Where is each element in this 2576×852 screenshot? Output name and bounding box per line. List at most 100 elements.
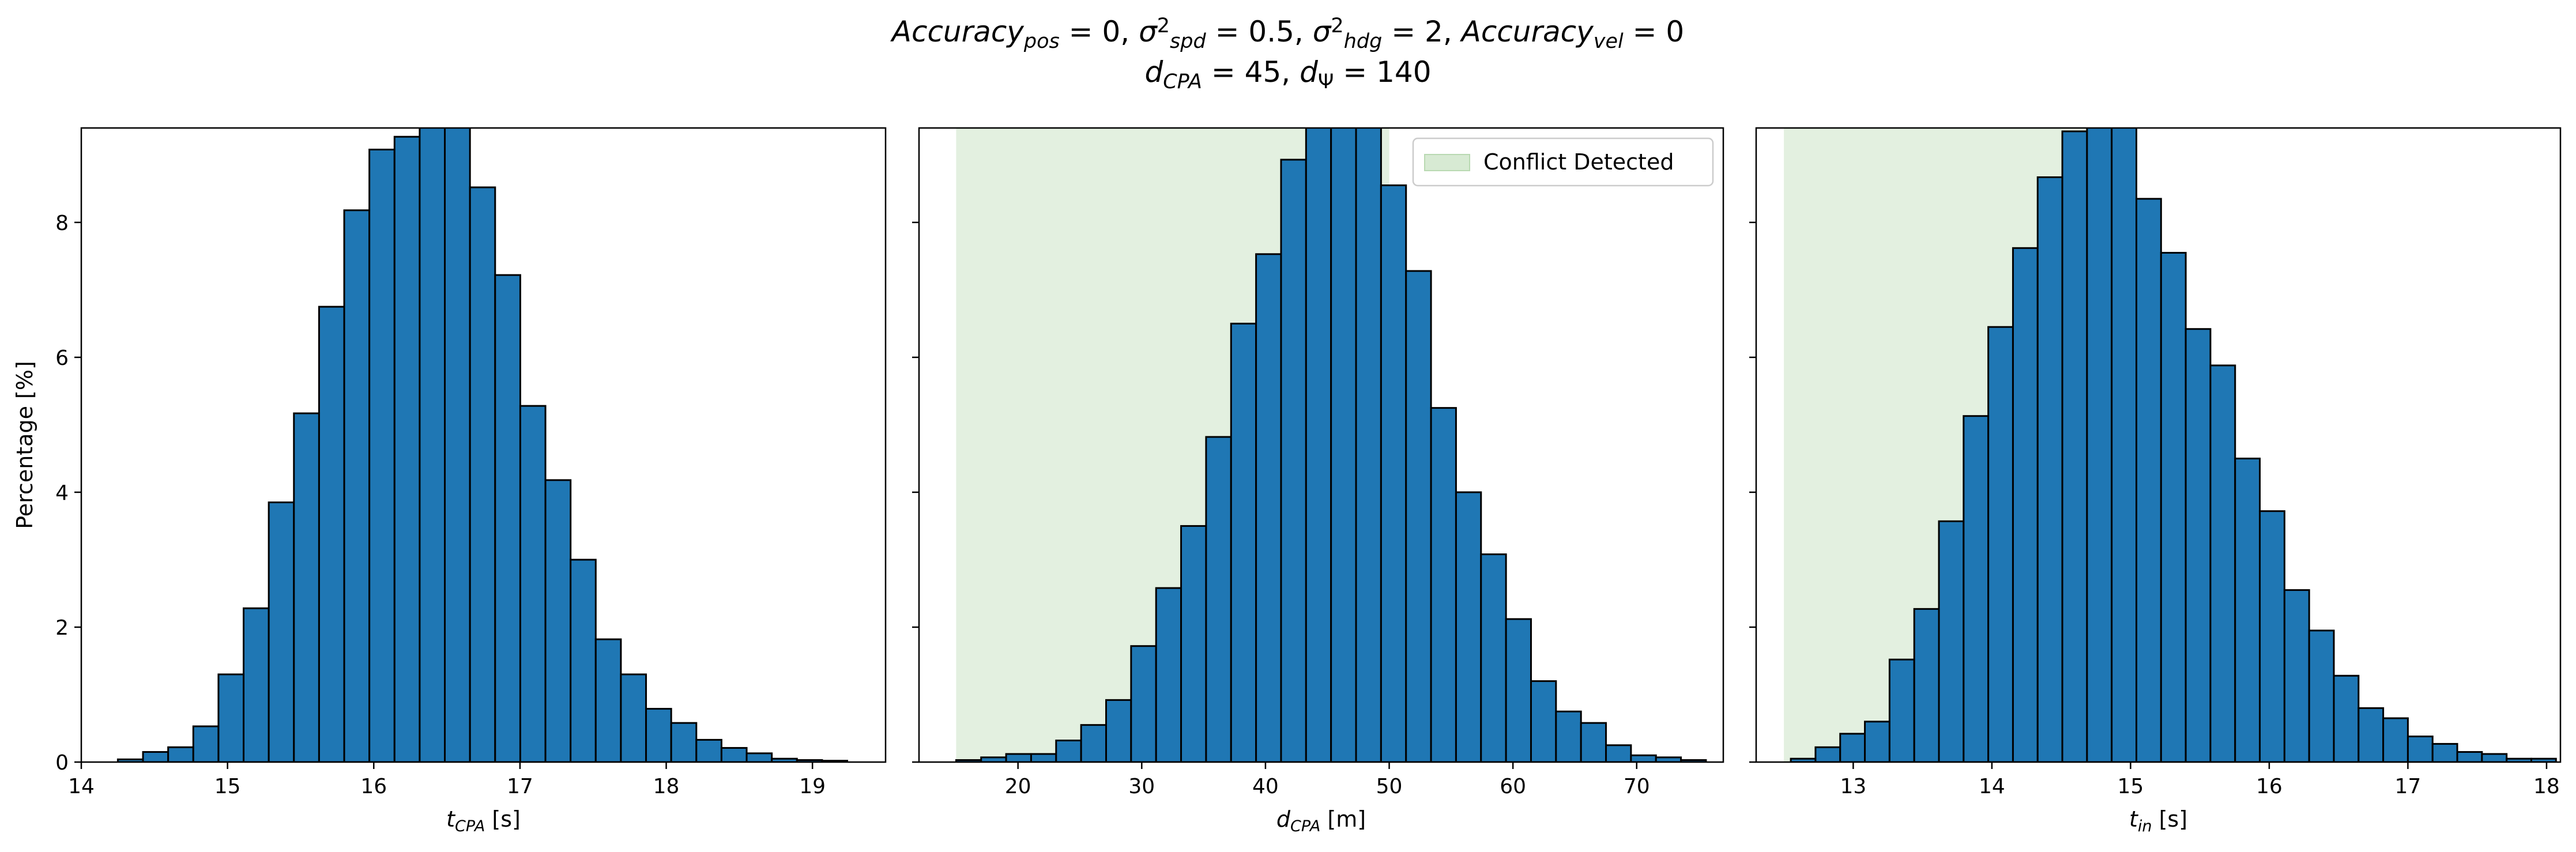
histogram-bar <box>1605 744 1632 762</box>
histogram-bar <box>167 746 194 762</box>
histogram-bar <box>1005 753 1032 762</box>
x-tick-label: 16 <box>360 775 387 798</box>
histogram-bar <box>2012 247 2039 762</box>
title-line-2: dCPA = 45, dΨ = 140 <box>1144 55 1431 93</box>
x-tick-label: 15 <box>2117 775 2144 798</box>
histogram-bar <box>318 306 345 762</box>
histogram-bar <box>2431 742 2458 762</box>
x-tick-label: 19 <box>799 775 826 798</box>
histogram-bar <box>2481 753 2508 762</box>
histogram-bar <box>1913 608 1940 762</box>
histogram-bar <box>1030 753 1057 762</box>
histogram-panel-3: 13 14 15 16 17 18 tin [s] <box>1749 127 2562 835</box>
x-axis-label: tin [s] <box>2129 806 2187 835</box>
histogram-bar <box>2086 128 2113 762</box>
x-tick-label: 14 <box>1979 775 2005 798</box>
histogram-bar <box>2308 629 2335 762</box>
histogram-bar <box>1455 491 1482 762</box>
histogram-bar <box>594 638 622 762</box>
histogram-bar <box>1280 159 1307 762</box>
histogram-bar <box>2259 510 2285 762</box>
histogram-bar <box>1155 587 1182 762</box>
histogram-bar <box>192 725 220 762</box>
x-tick-label: 30 <box>1128 775 1155 798</box>
histogram-bar <box>1055 740 1082 762</box>
x-tick-label: 60 <box>1500 775 1526 798</box>
histogram-bar <box>2406 736 2434 762</box>
histogram-bar <box>620 673 647 762</box>
histogram-bar <box>217 673 245 762</box>
y-tick-label: 4 <box>55 481 69 505</box>
histogram-bar <box>2209 364 2236 762</box>
histogram-bar <box>695 738 722 762</box>
histogram-bar <box>1430 407 1457 762</box>
histogram-bar <box>519 405 547 762</box>
histogram-bar <box>1405 270 1432 762</box>
histogram-bar <box>1963 415 1990 762</box>
histogram-bar <box>670 722 698 762</box>
histogram-bar <box>1230 322 1257 762</box>
histogram-bar <box>494 274 521 762</box>
x-axis-label: dCPA [m] <box>1276 806 1366 835</box>
histogram-bar <box>368 148 396 762</box>
histogram-bar <box>544 479 572 762</box>
histogram-bar <box>1888 658 1915 762</box>
legend: Conflict Detected <box>1412 137 1714 187</box>
histogram-bar <box>2036 176 2063 762</box>
y-axis-label: Percentage [%] <box>12 361 37 529</box>
x-tick-label: 17 <box>507 775 533 798</box>
y-tick-label: 6 <box>55 346 69 370</box>
histogram-bar <box>1938 520 1965 762</box>
histogram-bar <box>1180 525 1207 762</box>
y-tick-label: 0 <box>55 751 69 775</box>
histogram-bar <box>393 135 421 762</box>
histogram-bar <box>1205 436 1232 762</box>
histogram-bar <box>1630 754 1657 762</box>
histogram-bar <box>1580 722 1607 762</box>
histogram-bar <box>1864 721 1890 762</box>
histogram-bar <box>1080 724 1107 762</box>
histogram-bars <box>955 128 1707 762</box>
histogram-bar <box>570 559 597 762</box>
histogram-bar <box>2234 457 2261 762</box>
title-line-1: Accuracypos = 0, σ2spd = 0.5, σ2hdg = 2,… <box>890 14 1685 52</box>
x-tick-label: 20 <box>1005 775 1031 798</box>
histogram-bar <box>2382 717 2409 762</box>
axes-frame <box>918 127 1724 763</box>
histogram-bar <box>745 752 773 762</box>
histogram-bar <box>1305 128 1332 762</box>
histogram-bar <box>469 186 496 762</box>
figure-title: Accuracypos = 0, σ2spd = 0.5, σ2hdg = 2,… <box>890 14 1685 93</box>
x-tick-label: 14 <box>68 775 95 798</box>
histogram-bar <box>645 708 672 762</box>
histogram-bars <box>116 128 849 762</box>
x-tick-label: 40 <box>1252 775 1279 798</box>
histogram-bar <box>1105 699 1132 762</box>
histogram-bar <box>1680 759 1707 762</box>
histogram-bar <box>2111 128 2137 762</box>
axes-frame <box>1755 127 2562 763</box>
histogram-bars <box>1790 128 2557 762</box>
x-axis-label: tCPA [s] <box>446 806 521 835</box>
histogram-bar <box>1355 128 1382 762</box>
histogram-bar <box>243 607 270 762</box>
histogram-bar <box>1987 326 2014 762</box>
histogram-bar <box>343 209 371 762</box>
histogram-bar <box>444 128 471 762</box>
x-tick-label: 15 <box>214 775 241 798</box>
histogram-bar <box>1480 553 1507 762</box>
histogram-bar <box>419 128 446 762</box>
x-tick-label: 18 <box>2533 775 2560 798</box>
x-tick-label: 50 <box>1376 775 1403 798</box>
histogram-panel-1: 14 15 16 17 18 19 0 2 4 6 8 tCPA [s] Percentage [%] <box>12 127 887 835</box>
histogram-bar <box>2061 130 2088 762</box>
histogram-bar <box>2357 707 2385 762</box>
histogram-bar <box>2283 589 2310 762</box>
histogram-bar <box>1380 184 1407 762</box>
histogram-bar <box>1255 253 1282 762</box>
histogram-bar <box>1814 746 1841 762</box>
y-tick-label: 2 <box>55 616 69 640</box>
histogram-panel-2: 20 30 40 50 60 70 dCPA [m] Conflict Detected <box>912 127 1724 835</box>
legend-box <box>1412 137 1714 187</box>
